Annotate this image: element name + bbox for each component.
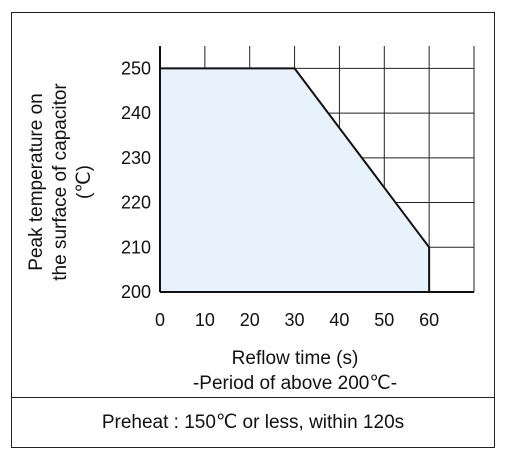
y-tick-250: 250: [121, 58, 151, 78]
x-tick-labels: 0 10 20 30 40 50 60: [155, 310, 439, 330]
preheat-note: Preheat : 150℃ or less, within 120s: [101, 412, 405, 433]
y-axis-label-line-1: Peak temperature on: [26, 93, 47, 270]
y-tick-labels: 200 210 220 230 240 250: [121, 58, 151, 302]
limit-line: [160, 67, 431, 292]
x-tick-40: 40: [329, 310, 349, 330]
y-axis-label-line-3: (℃): [74, 165, 95, 199]
y-tick-240: 240: [121, 103, 151, 123]
x-axis-label: Reflow time (s): [232, 348, 359, 369]
y-tick-220: 220: [121, 193, 151, 213]
chart-frame: [11, 12, 495, 448]
x-axis-sublabel: -Period of above 200℃-: [193, 373, 397, 394]
x-tick-60: 60: [419, 310, 439, 330]
x-tick-30: 30: [285, 310, 305, 330]
y-tick-200: 200: [121, 282, 151, 302]
axes: [159, 46, 474, 293]
y-tick-210: 210: [121, 237, 151, 257]
footer-divider: [11, 397, 495, 398]
x-tick-10: 10: [195, 310, 215, 330]
y-axis-label: Peak temperature on the surface of capac…: [26, 83, 95, 281]
x-tick-0: 0: [155, 310, 165, 330]
y-tick-230: 230: [121, 148, 151, 168]
x-tick-20: 20: [240, 310, 260, 330]
safe-area-fill: [160, 68, 430, 292]
x-tick-50: 50: [374, 310, 394, 330]
y-axis-label-line-2: the surface of capacitor: [50, 83, 71, 281]
